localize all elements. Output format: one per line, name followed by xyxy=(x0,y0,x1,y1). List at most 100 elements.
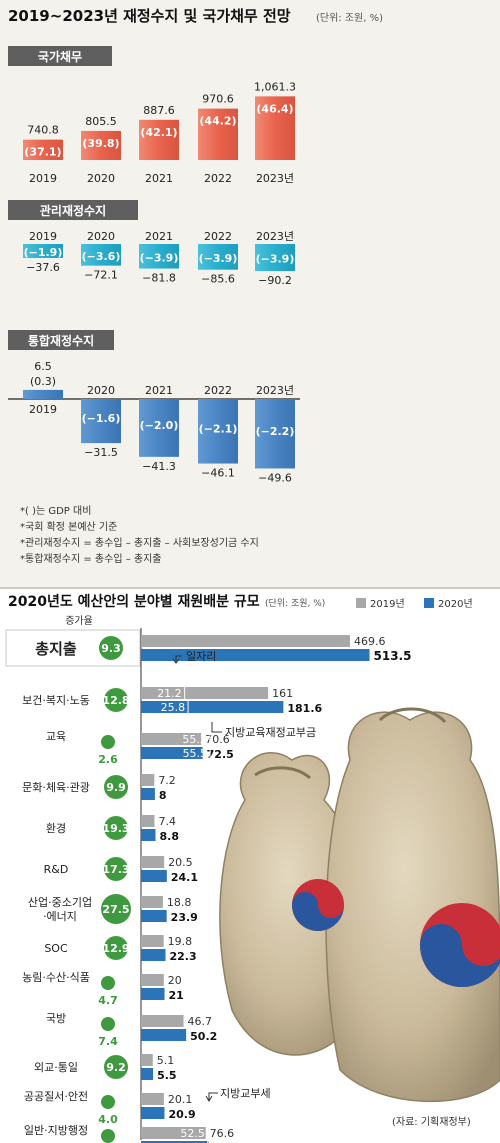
sub-value-label-2019: 55.2 xyxy=(182,733,207,746)
category-label: 총지출 xyxy=(35,640,77,658)
bar-2020 xyxy=(141,988,165,1000)
sub-value-label-2020: 25.8 xyxy=(161,701,186,714)
bar-2019 xyxy=(141,687,269,699)
legend-label-2019: 2019년 xyxy=(370,598,405,610)
mgmt-gdp-label: (−1.9) xyxy=(24,246,63,259)
sub-value-label-2019: 52.5 xyxy=(180,1127,205,1140)
mgmt-value-label: −72.1 xyxy=(84,269,118,282)
edu-grant-annotation: 지방교육재정교부금 xyxy=(211,722,316,739)
bar-2020 xyxy=(141,1029,187,1041)
value-label-2019: 76.6 xyxy=(210,1127,235,1140)
integ-year-label: 2019 xyxy=(29,403,57,416)
category-label: R&D xyxy=(44,863,69,876)
debt-section-header xyxy=(8,46,112,66)
integ-value-label: −49.6 xyxy=(258,471,292,484)
mgmt-bar xyxy=(81,244,121,266)
growth-header: 증가율 xyxy=(65,615,93,627)
growth-badge-label: 12.9 xyxy=(102,942,129,955)
integ-bar xyxy=(139,399,179,457)
value-label-2020: 21 xyxy=(169,989,184,1002)
value-label-2020: 72.5 xyxy=(207,748,234,761)
growth-badge-label: 9.3 xyxy=(101,642,121,655)
growth-badge xyxy=(101,735,115,749)
mgmt-bar xyxy=(198,244,238,270)
debt-bar xyxy=(255,96,295,160)
debt-value-label: 1,061.3 xyxy=(254,80,296,93)
legend-label-2020: 2020년 xyxy=(438,598,473,610)
growth-badge-label: 12.8 xyxy=(102,694,129,707)
category-label: 농림·수산·식품 xyxy=(22,971,90,984)
sub-value-label-2020: 52.3 xyxy=(180,1141,205,1143)
legend-swatch-2020 xyxy=(424,598,434,608)
bar-2020 xyxy=(141,829,156,841)
debt-year-label: 2019 xyxy=(29,172,57,185)
bar-2019 xyxy=(141,1093,164,1105)
category-label: 일반·지방행정 xyxy=(24,1123,88,1137)
integ-gdp-label: (−1.6) xyxy=(82,412,121,425)
growth-badge xyxy=(99,636,123,660)
growth-badge-label: 19.3 xyxy=(102,822,129,835)
growth-badge xyxy=(101,976,115,990)
mgmt-gdp-label: (−3.6) xyxy=(82,250,121,263)
value-label-2019: 70.6 xyxy=(205,733,230,746)
sub-value-label-2019: 21.2 xyxy=(157,687,182,700)
legend-swatch-2019 xyxy=(356,598,366,608)
growth-badge-label: 4.7 xyxy=(98,994,118,1007)
value-label-2019: 20 xyxy=(168,974,182,987)
mgmt-section-header xyxy=(8,200,138,220)
growth-badge-label: 2.6 xyxy=(98,753,118,766)
value-label-2020: 20.9 xyxy=(168,1108,195,1121)
category-label: 국방 xyxy=(46,1012,66,1025)
mgmt-gdp-label: (−3.9) xyxy=(256,253,295,266)
footnote-4: *통합재정수지 = 총수입 – 총지출 xyxy=(20,552,162,565)
value-label-2020: 8.8 xyxy=(160,830,180,843)
footnote-3: *관리재정수지 = 총수입 – 총지출 – 사회보장성기금 수지 xyxy=(20,536,259,549)
bar-2020 xyxy=(141,910,167,922)
footnote-2: *국회 확정 본예산 기준 xyxy=(20,521,117,533)
growth-badge xyxy=(104,816,128,840)
footnote-1: *( )는 GDP 대비 xyxy=(20,505,91,517)
growth-badge xyxy=(104,936,128,960)
integ-bar xyxy=(255,399,295,469)
integ-section-label: 통합재정수지 xyxy=(28,333,94,348)
bar-2019 xyxy=(141,974,164,986)
integ-bar xyxy=(23,389,63,399)
value-label-2019: 7.4 xyxy=(158,815,176,828)
mgmt-value-label: −90.2 xyxy=(258,274,292,287)
value-label-2019: 469.6 xyxy=(354,635,386,648)
mgmt-year-label: 2020 xyxy=(87,230,115,243)
growth-badge xyxy=(101,1095,115,1109)
mgmt-bar xyxy=(255,244,295,272)
growth-badge-label: 7.4 xyxy=(98,1035,118,1048)
debt-year-label: 2020 xyxy=(87,172,115,185)
growth-badge-label: 27.5 xyxy=(102,903,129,916)
category-label: 보건·복지·노동 xyxy=(22,694,90,707)
bar-2020 xyxy=(141,949,166,961)
bar-2019 xyxy=(141,1054,153,1066)
top-title: 2019~2023년 재정수지 및 국가채무 전망 xyxy=(8,7,291,25)
debt-bar xyxy=(23,139,63,160)
bar-2020 xyxy=(141,747,203,759)
jobs-annotation: 일자리 xyxy=(172,649,216,664)
integ-section-header xyxy=(8,330,114,350)
bar-2020 xyxy=(141,870,167,882)
bar-2019 xyxy=(141,774,155,786)
debt-year-label: 2021 xyxy=(145,172,173,185)
growth-badge xyxy=(104,1055,128,1079)
value-label-2020: 24.1 xyxy=(171,871,198,884)
category-label: 교육 xyxy=(46,730,66,743)
mgmt-year-label: 2021 xyxy=(145,230,173,243)
growth-badge xyxy=(101,1129,115,1143)
category-label: ·에너지 xyxy=(43,910,77,923)
growth-badge xyxy=(104,775,128,799)
value-label-2020: 22.3 xyxy=(170,950,197,963)
integ-value-label: 6.5 xyxy=(34,360,52,373)
integ-year-label: 2021 xyxy=(145,384,173,397)
debt-value-label: 740.8 xyxy=(27,124,59,137)
integ-year-label: 2022 xyxy=(204,384,232,397)
value-label-2019: 5.1 xyxy=(157,1054,175,1067)
growth-badge xyxy=(104,688,128,712)
mgmt-bar xyxy=(139,244,179,269)
